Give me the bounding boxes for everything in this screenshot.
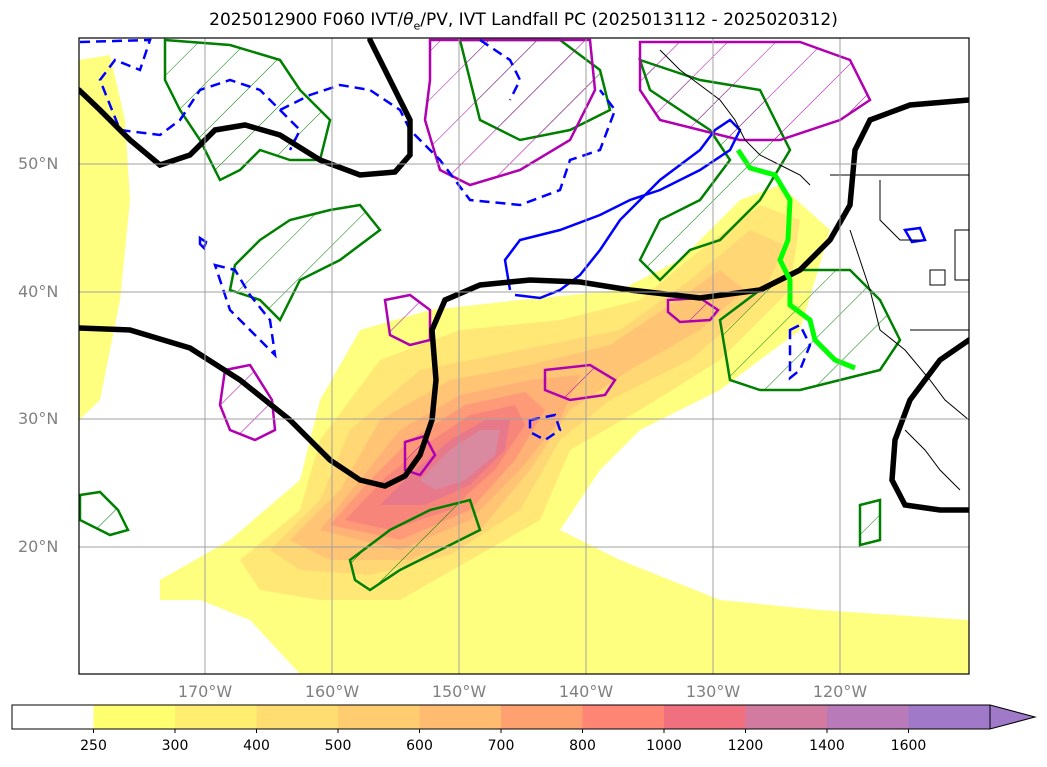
colorbar-segment (827, 705, 909, 729)
lon-label-140w: 140°W (558, 682, 614, 701)
colorbar-extend-arrow (989, 704, 1037, 730)
map-frame (78, 37, 970, 675)
lon-label-120w: 120°W (812, 682, 868, 701)
colorbar-segment (582, 705, 665, 729)
colorbar-tick-label: 800 (569, 738, 596, 754)
pv-contour-solid (198, 118, 927, 300)
colorbar-segment (93, 705, 176, 729)
ivt-colorbar (11, 704, 1037, 733)
theta-e-contours (79, 38, 969, 513)
coastlines (659, 49, 969, 491)
lon-label-160w: 160°W (304, 682, 360, 701)
colorbar-tick-label: 300 (161, 738, 189, 754)
colorbar-segment (501, 705, 583, 729)
colorbar-tick-label: 700 (487, 738, 515, 754)
lon-label-170w: 170°W (177, 682, 233, 701)
pv-mag-regions (218, 38, 872, 477)
colorbar-tick-label: 600 (406, 738, 433, 754)
colorbar-tick-label: 1200 (727, 738, 764, 754)
map-title: 2025012900 F060 IVT/θe/PV, IVT Landfall … (209, 10, 838, 33)
colorbar-segment (175, 705, 257, 729)
colorbar-tick-label: 1000 (646, 738, 682, 754)
colorbar-segment (664, 705, 746, 729)
lat-label-40n: 40°N (18, 282, 59, 301)
colorbar-segment (419, 705, 502, 729)
lat-label-50n: 50°N (18, 154, 59, 173)
lat-label-20n: 20°N (18, 537, 59, 556)
ivt-1200 (420, 430, 500, 490)
colorbar-segment (745, 705, 828, 729)
lon-label-150w: 150°W (431, 682, 487, 701)
colorbar-segment (338, 705, 420, 729)
lon-label-130w: 130°W (685, 682, 741, 701)
colorbar-tick-label: 500 (324, 738, 352, 754)
pv-negative-contours (79, 38, 812, 442)
colorbar-tick-label: 1600 (890, 738, 927, 754)
colorbar-segment (12, 705, 94, 729)
colorbar-segment (256, 705, 339, 729)
graticule (79, 38, 969, 674)
colorbar-segment (908, 705, 991, 729)
colorbar-tick-label: 1400 (809, 738, 845, 754)
lat-label-30n: 30°N (18, 409, 59, 428)
landfall-pc-line (735, 148, 856, 371)
colorbar-tick-label: 250 (80, 738, 107, 754)
colorbar-tick-label: 400 (243, 738, 270, 754)
